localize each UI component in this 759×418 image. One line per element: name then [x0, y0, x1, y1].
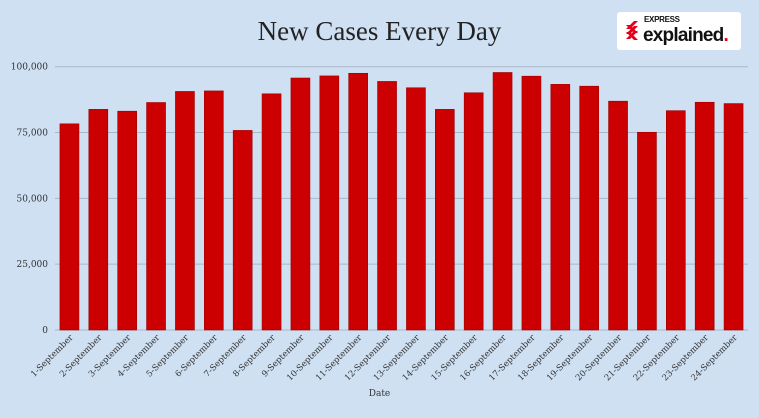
- bar: [579, 85, 599, 331]
- bar: [521, 75, 542, 331]
- bar: [492, 72, 513, 331]
- x-axis-label: Date: [368, 389, 391, 399]
- bar: [175, 91, 195, 331]
- bar: [319, 75, 340, 331]
- bar: [550, 84, 571, 331]
- bar: [146, 102, 166, 331]
- bar: [694, 101, 715, 331]
- y-tick-label: 50,000: [17, 194, 49, 204]
- chart-title: New Cases Every Day: [257, 16, 502, 46]
- y-tick-label: 0: [42, 326, 48, 336]
- bar: [608, 100, 628, 331]
- bar: [637, 131, 657, 331]
- y-tick-label: 75,000: [17, 129, 49, 139]
- bar: [204, 90, 224, 331]
- bar: [406, 87, 426, 331]
- y-tick-label: 100,000: [11, 63, 48, 73]
- bar: [463, 92, 484, 331]
- bar: [232, 130, 253, 331]
- y-tick-label: 25,000: [17, 260, 49, 270]
- bar: [117, 110, 137, 331]
- express-explained-logo: EXPRESS explained.: [617, 12, 741, 50]
- bar: [666, 110, 686, 331]
- logo-explained: explained.: [643, 25, 729, 46]
- bar: [435, 109, 455, 331]
- bar: [723, 103, 744, 331]
- bar: [59, 123, 80, 331]
- logo-express: EXPRESS: [644, 15, 680, 24]
- bar: [88, 109, 109, 331]
- bar: [261, 93, 282, 331]
- logo-stripes-icon: [626, 21, 638, 40]
- bar: [290, 77, 311, 331]
- bar: [377, 81, 397, 331]
- bar: [348, 72, 368, 331]
